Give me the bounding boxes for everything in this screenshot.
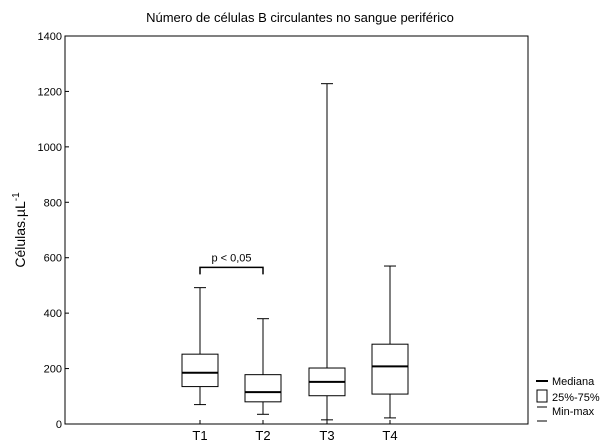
chart-title: Número de células B circulantes no sangu… (146, 10, 454, 25)
legend-label: Mediana (552, 376, 595, 388)
y-tick-label: 1200 (38, 86, 62, 98)
boxes (181, 83, 409, 421)
significance-label: p < 0,05 (211, 252, 251, 264)
legend: Mediana 25%-75% Min-max (536, 376, 600, 422)
y-axis-title: Células.µL-1 (11, 192, 28, 268)
significance-annotation: p < 0,05 (199, 252, 264, 275)
y-tick-label: 400 (44, 308, 62, 320)
iqr-box (371, 343, 409, 395)
y-axis: 0 200 400 600 800 1000 1200 1400 (38, 31, 69, 431)
x-tick-label: T1 (192, 428, 207, 443)
y-tick-label: 1400 (38, 31, 62, 43)
box-t2 (244, 318, 282, 415)
box-t4 (371, 265, 409, 419)
iqr-box (181, 353, 219, 388)
legend-box-swatch (536, 389, 548, 403)
legend-label: Min-max (552, 406, 595, 418)
y-tick-label: 0 (56, 419, 62, 431)
iqr-box (244, 374, 282, 403)
y-tick-label: 1000 (38, 142, 62, 154)
x-tick-label: T2 (255, 428, 270, 443)
y-axis-title-text: Células.µL (12, 201, 28, 268)
y-tick-label: 800 (44, 197, 62, 209)
x-tick-label: T4 (382, 428, 397, 443)
box-t3 (308, 83, 346, 421)
plot-frame (64, 35, 529, 425)
legend-label: 25%-75% (552, 392, 600, 404)
y-tick-label: 200 (44, 364, 62, 376)
significance-bracket (199, 266, 264, 275)
box-t1 (181, 287, 219, 406)
x-tick-label: T3 (319, 428, 334, 443)
y-axis-title-superscript: -1 (11, 192, 22, 201)
y-tick-label: 600 (44, 253, 62, 265)
x-axis: T1 T2 T3 T4 (192, 420, 398, 443)
